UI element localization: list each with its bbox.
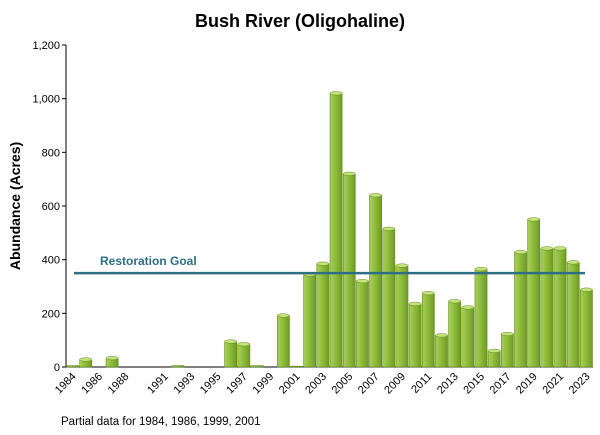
x-tick-label: 2023 xyxy=(567,371,593,397)
bar-cap-2012 xyxy=(435,333,448,338)
bar-1998 xyxy=(250,365,264,368)
bar-2011 xyxy=(421,292,435,368)
x-tick-label: 1984 xyxy=(53,371,79,397)
bar-cap-2013 xyxy=(448,299,461,304)
footnote: Partial data for 1984, 1986, 1999, 2001 xyxy=(61,416,261,428)
x-tick-label: 2019 xyxy=(514,371,540,397)
bar-cap-1987 xyxy=(105,356,119,361)
bar-cap-2023 xyxy=(580,287,593,292)
bar-cap-2015 xyxy=(474,267,488,272)
x-tick-label: 2007 xyxy=(356,371,382,397)
bar-cap-2009 xyxy=(395,263,409,268)
bar-2020 xyxy=(540,248,554,368)
y-tick-label: 200 xyxy=(42,308,60,320)
bar-2022 xyxy=(566,262,580,368)
bar-2015 xyxy=(474,268,488,368)
x-tick-label: 1993 xyxy=(171,371,197,397)
bar-2018 xyxy=(514,251,527,368)
x-tick-label: 2003 xyxy=(303,371,329,397)
bar-1996 xyxy=(224,341,238,368)
bar-cap-1985 xyxy=(79,357,93,362)
x-tick-label: 2009 xyxy=(382,371,408,397)
x-tick-label: 2021 xyxy=(540,371,566,397)
y-tick-label: 0 xyxy=(54,362,60,374)
bar-cap-2011 xyxy=(422,291,435,296)
bar-2007 xyxy=(369,194,382,368)
bar-cap-2008 xyxy=(382,226,396,231)
x-tick-label: 2005 xyxy=(330,371,356,397)
bar-1997 xyxy=(237,343,251,368)
bar-2017 xyxy=(500,333,514,368)
y-axis-label: Abundance (Acres) xyxy=(7,142,23,270)
bar-cap-2020 xyxy=(540,246,554,251)
bar-2023 xyxy=(580,289,593,368)
bar-2012 xyxy=(435,335,448,368)
bar-cap-2022 xyxy=(566,260,580,265)
bar-cap-2016 xyxy=(487,348,501,353)
x-tick-label: 2001 xyxy=(277,371,303,397)
bar-2004 xyxy=(329,93,343,368)
x-tick-label: 2013 xyxy=(435,371,461,397)
x-tick-label: 2011 xyxy=(409,371,434,396)
y-tick-label: 800 xyxy=(42,147,60,159)
bar-cap-2018 xyxy=(514,250,527,255)
bar-2019 xyxy=(527,219,541,368)
y-axis-ticks: 0 200 400 600 800 1,000 1,200 xyxy=(32,40,66,374)
bar-2002 xyxy=(303,274,317,368)
bar-2014 xyxy=(461,307,475,368)
bar-cap-1997 xyxy=(237,342,251,347)
x-tick-label: 1997 xyxy=(224,371,250,397)
y-tick-label: 1,000 xyxy=(32,94,60,106)
bar-2005 xyxy=(342,173,356,368)
bar-cap-2019 xyxy=(527,217,541,222)
bar-cap-2003 xyxy=(316,261,330,266)
bar-2001 xyxy=(290,365,303,368)
bar-2016 xyxy=(487,350,501,368)
x-tick-label: 2015 xyxy=(461,371,487,397)
bar-cap-2021 xyxy=(553,246,567,251)
bar-2008 xyxy=(382,228,396,368)
bar-2009 xyxy=(395,265,409,368)
bar-cap-2010 xyxy=(408,301,422,306)
bar-cap-2006 xyxy=(356,279,369,284)
bar-cap-2017 xyxy=(501,331,514,337)
bar-cap-2005 xyxy=(342,171,356,176)
bar-2003 xyxy=(316,263,330,368)
bar-cap-2000 xyxy=(277,313,290,318)
bar-2021 xyxy=(553,248,567,368)
x-tick-label: 1995 xyxy=(198,371,224,397)
x-tick-label: 2017 xyxy=(488,371,514,397)
restoration-goal-label: Restoration Goal xyxy=(100,254,197,268)
bar-cap-2007 xyxy=(369,193,382,198)
bar-1992 xyxy=(171,365,185,368)
bar-1984 xyxy=(66,365,79,368)
x-tick-label: 1986 xyxy=(79,371,105,397)
y-tick-label: 600 xyxy=(42,201,60,213)
chart-title: Bush River (Oligohaline) xyxy=(195,11,405,31)
y-tick-label: 1,200 xyxy=(32,40,60,52)
bar-2006 xyxy=(356,280,369,368)
bar-cap-2014 xyxy=(461,305,475,310)
x-tick-label: 1999 xyxy=(251,371,277,397)
x-axis-ticks: 1984 1986 1988 1991 1993 1995 1997 1999 2001 2003… xyxy=(53,371,593,397)
bars xyxy=(66,91,593,368)
bar-2000 xyxy=(277,315,290,368)
bar-cap-2004 xyxy=(329,91,343,96)
bar-2013 xyxy=(448,300,462,368)
x-tick-label: 1988 xyxy=(106,371,132,397)
y-tick-label: 400 xyxy=(42,255,60,267)
bar-2010 xyxy=(408,303,422,368)
x-tick-label: 1991 xyxy=(145,371,171,397)
bar-cap-1996 xyxy=(224,339,238,344)
